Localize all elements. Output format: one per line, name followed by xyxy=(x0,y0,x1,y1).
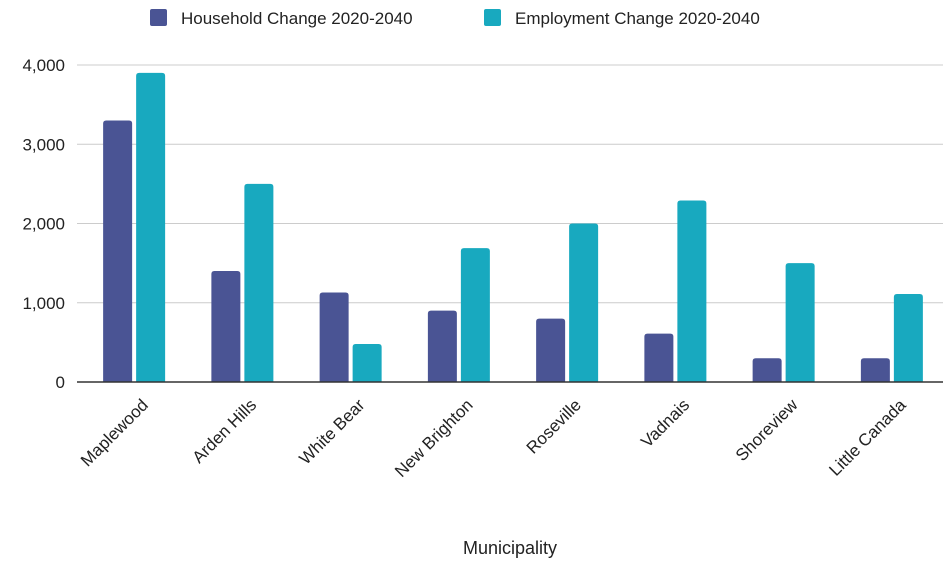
y-tick-label: 1,000 xyxy=(22,294,65,313)
bars xyxy=(103,72,923,383)
x-category-label: Maplewood xyxy=(77,395,152,470)
x-category-label: Shoreview xyxy=(732,395,802,465)
x-category-label: Little Canada xyxy=(825,395,910,480)
bar-household-roseville xyxy=(536,318,566,382)
legend-label-employment: Employment Change 2020-2040 xyxy=(515,9,760,28)
x-category-label: Vadnais xyxy=(637,395,693,451)
bar-employment-white-bear xyxy=(352,343,382,382)
bar-household-vadnais xyxy=(644,333,674,382)
legend-label-household: Household Change 2020-2040 xyxy=(181,9,413,28)
bar-household-white-bear xyxy=(319,292,349,382)
x-category-label: White Bear xyxy=(296,395,369,468)
y-tick-label: 2,000 xyxy=(22,215,65,234)
y-tick-label: 0 xyxy=(56,373,65,392)
bar-employment-vadnais xyxy=(677,200,707,382)
legend: Household Change 2020-2040 Employment Ch… xyxy=(150,9,760,28)
x-axis-title: Municipality xyxy=(463,538,557,558)
y-axis-tick-labels: 0 1,000 2,000 3,000 4,000 xyxy=(22,56,65,392)
bar-employment-new-brighton xyxy=(460,248,490,382)
y-tick-label: 4,000 xyxy=(22,56,65,75)
bar-household-new-brighton xyxy=(427,310,457,382)
bar-employment-roseville xyxy=(569,223,599,382)
x-category-label: Arden Hills xyxy=(189,395,261,467)
bar-employment-maplewood xyxy=(136,72,166,383)
y-tick-label: 3,000 xyxy=(22,135,65,154)
bar-household-little-canada xyxy=(860,358,890,382)
bar-employment-little-canada xyxy=(893,294,923,382)
bar-household-arden-hills xyxy=(211,271,241,382)
bar-household-maplewood xyxy=(103,120,133,382)
x-category-label: Roseville xyxy=(523,395,585,457)
bar-employment-arden-hills xyxy=(244,183,274,382)
bar-household-shoreview xyxy=(752,358,782,382)
bar-employment-shoreview xyxy=(785,263,815,382)
legend-swatch-household xyxy=(150,9,167,26)
legend-swatch-employment xyxy=(484,9,501,26)
x-axis-category-labels: Maplewood Arden Hills White Bear New Bright… xyxy=(77,395,910,481)
x-category-label: New Brighton xyxy=(391,395,477,481)
